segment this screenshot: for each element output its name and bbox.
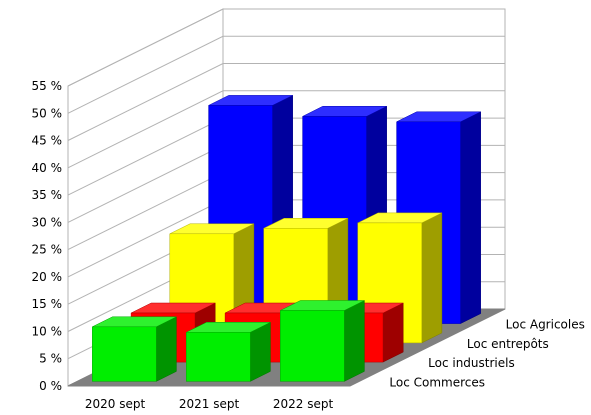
y-tick-label: 25 % <box>32 243 63 257</box>
series-axis-labels: Loc Commerces Loc industriels Loc entrepôt… <box>389 318 584 390</box>
bar-front <box>280 310 345 382</box>
y-tick-label: 50 % <box>32 106 63 120</box>
x-tick-label: 2021 sept <box>179 397 240 411</box>
y-tick-label: 45 % <box>32 134 63 148</box>
gridline <box>67 8 505 87</box>
y-tick-label: 55 % <box>32 79 63 93</box>
y-axis-ticks: 0 % 5 % 10 % 15 % 20 % 25 % 30 % 35 % 40 % 45 % 50… <box>32 79 63 393</box>
y-tick-label: 10 % <box>32 324 63 338</box>
bar-loc-commerces <box>92 316 177 382</box>
y-tick-label: 0 % <box>39 379 62 393</box>
gridline <box>67 63 505 141</box>
bar-side <box>250 321 271 382</box>
bar-side <box>460 111 481 325</box>
y-tick-label: 30 % <box>32 215 63 229</box>
y-tick-label: 20 % <box>32 270 63 284</box>
bar-loc-commerces <box>186 321 271 382</box>
bar-side <box>156 316 177 382</box>
bars <box>92 94 481 382</box>
y-tick-label: 15 % <box>32 297 63 311</box>
series-label: Loc Agricoles <box>506 318 585 332</box>
y-tick-label: 40 % <box>32 161 63 175</box>
gridline <box>67 90 505 169</box>
y-tick-label: 5 % <box>39 352 62 366</box>
x-tick-label: 2022 sept <box>273 397 334 411</box>
x-tick-label: 2020 sept <box>85 397 146 411</box>
bar-front <box>186 332 251 382</box>
bar-side <box>421 212 443 344</box>
gridline <box>67 35 505 114</box>
x-axis-ticks: 2020 sept 2021 sept 2022 sept <box>85 397 334 411</box>
y-tick-label: 35 % <box>32 188 63 202</box>
bar-loc-entrep-ts <box>357 212 443 344</box>
bar-front <box>92 326 157 382</box>
bar-side <box>344 300 365 382</box>
series-label: Loc entrepôts <box>467 337 549 351</box>
bar-side <box>382 302 404 363</box>
series-label: Loc industriels <box>428 356 515 370</box>
series-label: Loc Commerces <box>389 375 485 389</box>
bar-loc-commerces <box>280 300 365 382</box>
